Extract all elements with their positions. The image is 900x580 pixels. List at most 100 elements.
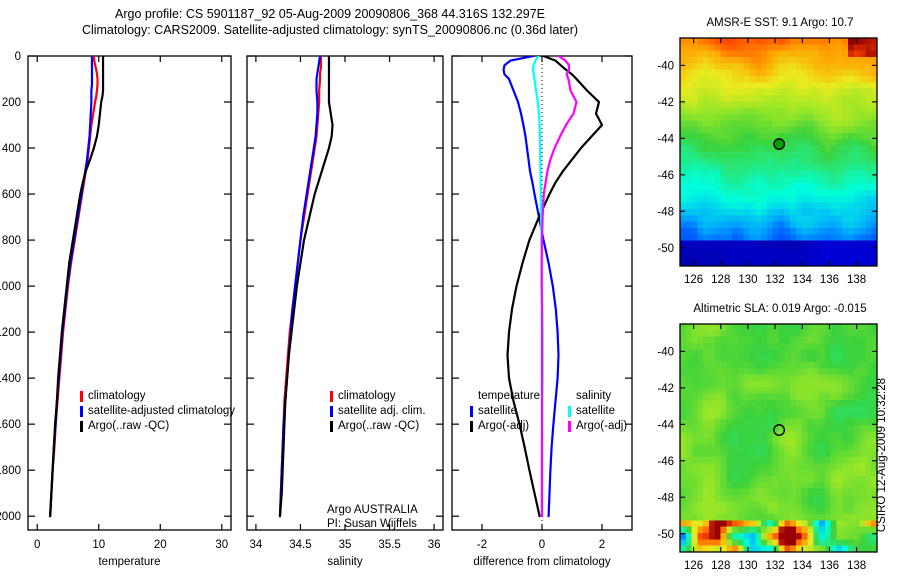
legend-label: climatology [88,390,146,402]
y-tick-label: 800 [2,235,21,247]
x-tick-label: 0 [539,539,545,551]
plot-frame [246,55,444,531]
legend-item: satellite [568,404,653,419]
difference-plot: -2 0 2 difference from climatology [451,55,633,568]
credit-block: Argo AUSTRALIA PI: Susan Wijffels [327,503,418,531]
map-y-tick-label: -44 [657,133,674,145]
salinity-legend: climatology satellite adj. clim. Argo(..… [330,389,460,434]
map-y-tick-label: -46 [657,170,674,182]
legend-item: Argo(-adj) [470,419,550,434]
legend-group-label: temperature [478,390,541,402]
legend-swatch-climatology [330,391,333,402]
legend-label: Argo(-adj) [478,420,530,432]
map-x-tick-label: 126 [684,560,703,572]
legend-item: Argo(..raw -QC) [330,419,460,434]
credit-pi: PI: Susan Wijffels [327,518,417,530]
map-y-tick-label: -48 [657,206,674,218]
legend-group-title: salinity [568,389,653,404]
map-y-tick-label: -42 [657,383,674,395]
legend-swatch-salinity-satellite [568,406,571,417]
x-tick-label: 10 [92,539,105,551]
series-line [49,56,105,518]
sst-heatmap: 126 128 130 132 134 136 138 -40 -42 -44 -46 -48 -50 [657,37,878,286]
legend-item: satellite [470,404,550,419]
map-x-tick-label: 138 [847,274,866,286]
x-tick-label: 34 [250,539,263,551]
y-tick-label: 1800 [0,465,21,477]
x-axis-label: difference from climatology [473,556,610,568]
map-x-tick-label: 132 [766,560,785,572]
map-x-tick-label: 136 [820,274,839,286]
panel-temperature: 0 10 20 30 temperature 0 200 400 600 800 1000 1200 1… [0,0,240,580]
legend-item: satellite adj. clim. [330,404,460,419]
series-line [506,56,604,518]
credit-program: Argo AUSTRALIA [327,504,418,516]
difference-legend-salinity-group: salinity satellite Argo(-adj) [568,389,653,434]
legend-item: Argo(..raw -QC) [80,419,255,434]
x-tick-label: 30 [215,539,228,551]
salinity-plot: 34 34.5 35 35.5 36 salinity [246,55,444,568]
legend-label: satellite-adjusted climatology [88,405,236,417]
legend-group-title: temperature [470,389,550,404]
legend-swatch-argo [330,421,333,432]
map-x-tick-label: 136 [820,560,839,572]
map-frame [679,323,878,553]
legend-label: satellite [478,405,517,417]
map-x-tick-label: 128 [711,560,730,572]
profile-location-marker [773,424,786,436]
x-tick-label: 0 [34,539,40,551]
map-x-tick-label: 128 [711,274,730,286]
x-axis-label: temperature [98,556,160,568]
legend-item: climatology [330,389,460,404]
panel-difference: -2 0 2 difference from climatology [445,0,660,580]
map-x-tick-label: 138 [847,560,866,572]
plot-frame [27,55,232,531]
sla-map-title: Altimetric SLA: 0.019 Argo: -0.015 [693,303,867,315]
legend-swatch-satellite-adjusted [330,406,333,417]
y-tick-label: 0 [15,51,21,63]
legend-label: Argo(..raw -QC) [338,420,420,432]
heatmap-cells [680,324,878,553]
difference-legend: temperature satellite Argo(-adj) salinit… [470,389,655,434]
temperature-plot: 0 10 20 30 temperature 0 200 400 600 800 1000 1200 1… [0,51,232,568]
legend-item: Argo(-adj) [568,419,653,434]
legend-swatch-satellite-adjusted [80,406,83,417]
x-tick-label: -2 [477,539,487,551]
series-line [502,56,560,518]
x-tick-label: 20 [154,539,167,551]
legend-swatch-salinity-argo [568,421,571,432]
x-tick-label: 35.5 [378,539,400,551]
map-x-tick-label: 126 [684,274,703,286]
legend-swatch-temperature-satellite [470,406,473,417]
y-tick-label: 400 [2,143,21,155]
title-line-2: Climatology: CARS2009. Satellite-adjuste… [81,23,579,37]
series-line [540,56,578,518]
panel-sst-map: AMSR-E SST: 9.1 Argo: 10.7 126 128 130 132 1… [655,0,900,292]
title-line-1: Argo profile: CS 5901187_92 05-Aug-2009 … [115,7,545,21]
panel-salinity: 34 34.5 35 35.5 36 salinity [240,0,445,580]
legend-item: satellite-adjusted climatology [80,404,255,419]
map-y-tick-label: -40 [657,60,674,72]
map-y-tick-label: -42 [657,97,674,109]
map-x-tick-label: 130 [738,274,757,286]
legend-label: Argo(..raw -QC) [88,420,170,432]
y-tick-label: 1200 [0,327,21,339]
map-y-tick-label: -40 [657,346,674,358]
y-tick-label: 600 [2,189,21,201]
map-y-tick-label: -50 [657,529,674,541]
y-tick-label: 200 [2,97,21,109]
x-tick-label: 34.5 [289,539,311,551]
map-y-tick-label: -44 [657,419,674,431]
legend-label: Argo(-adj) [576,420,628,432]
x-tick-label: 35 [339,539,352,551]
legend-item: climatology [80,389,255,404]
profile-location-marker [773,138,786,150]
map-y-tick-label: -50 [657,243,674,255]
legend-swatch-argo [80,421,83,432]
x-axis-label: salinity [327,556,362,568]
map-x-tick-label: 134 [793,560,813,572]
y-tick-label: 1600 [0,419,21,431]
sla-heatmap: 126 128 130 132 134 136 138 -40 -42 -44 -46 -48 -50 [657,323,878,572]
difference-legend-temperature-group: temperature satellite Argo(-adj) [470,389,550,434]
map-x-tick-label: 130 [738,560,757,572]
